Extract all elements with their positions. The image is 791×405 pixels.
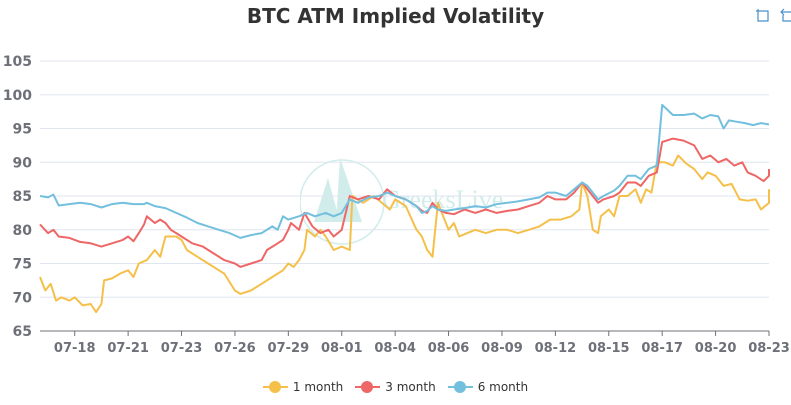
x-tick-label: 07-26 [214, 341, 256, 356]
x-tick-label: 07-21 [107, 341, 149, 356]
zoom-reset-icon[interactable] [779, 8, 791, 22]
x-tick-label: 08-20 [695, 341, 737, 356]
y-tick-label: 85 [13, 189, 32, 205]
x-tick-label: 08-15 [588, 341, 630, 356]
chart-area: 65 70 75 80 85 90 95 100 105 07-18 07-21 07-23 07-2… [3, 54, 790, 356]
zoom-icon[interactable] [755, 8, 769, 22]
x-tick-label: 08-06 [428, 341, 470, 356]
x-tick-label: 08-12 [535, 341, 577, 356]
y-tick-label: 105 [3, 54, 32, 70]
y-tick-label: 100 [3, 88, 32, 104]
legend-item-6-month[interactable]: 6 month [447, 380, 529, 394]
legend-symbol-1-month [262, 380, 288, 394]
x-tick-label: 08-17 [641, 341, 683, 356]
legend-symbol-3-month [355, 380, 381, 394]
x-tick-label: 08-04 [374, 341, 416, 356]
legend-item-3-month[interactable]: 3 month [355, 380, 436, 394]
chart-title: BTC ATM Implied Volatility [246, 4, 545, 28]
y-tick-label: 70 [13, 290, 33, 306]
series-line-3-month[interactable] [39, 137, 770, 268]
y-tick-label: 90 [13, 155, 33, 171]
x-tick-label: 08-23 [748, 341, 790, 356]
x-tick-label: 08-09 [481, 341, 523, 356]
y-tick-label: 80 [13, 223, 33, 239]
series-line-6-month[interactable] [39, 103, 770, 239]
x-tick-label: 07-29 [268, 341, 310, 356]
y-tick-label: 65 [13, 324, 32, 340]
x-tick-label: 08-01 [321, 341, 363, 356]
grid-lines [40, 60, 769, 298]
y-tick-label: 95 [13, 122, 32, 138]
series-line-1-month[interactable] [39, 154, 770, 314]
y-tick-label: 75 [13, 257, 32, 273]
x-tick-label: 07-18 [54, 341, 96, 356]
legend-label: 1 month [292, 380, 344, 394]
series-lines [39, 103, 770, 314]
legend-symbol-6-month [447, 380, 473, 394]
legend-item-1-month[interactable]: 1 month [262, 380, 344, 394]
legend: 1 month 3 month 6 month [0, 380, 791, 394]
legend-label: 3 month [385, 380, 436, 394]
toolbox [755, 8, 791, 22]
x-axis: 07-18 07-21 07-23 07-26 07-29 08-01 08-04 08-06… [40, 330, 790, 356]
legend-label: 6 month [477, 380, 529, 394]
y-axis: 65 70 75 80 85 90 95 100 105 [3, 54, 32, 340]
x-tick-label: 07-23 [161, 341, 203, 356]
